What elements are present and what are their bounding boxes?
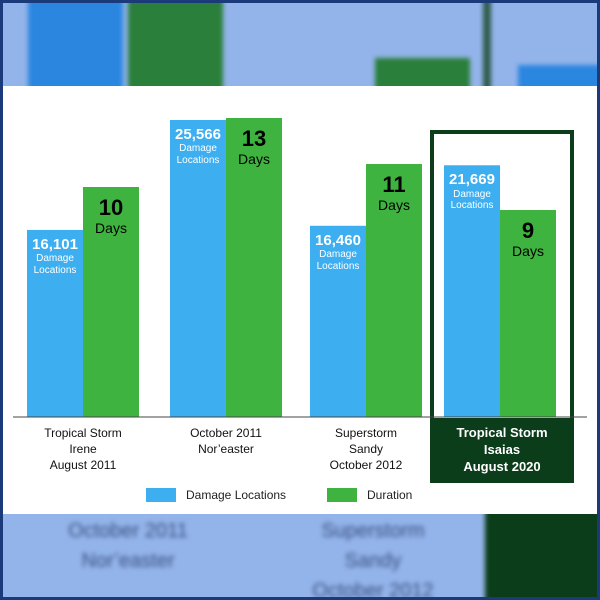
bg-label: October 2011 Nor’easter <box>53 516 203 576</box>
bg-highlight-box <box>485 508 597 597</box>
legend-item-duration: Duration <box>327 488 412 502</box>
damage-unit: Locations <box>33 264 77 276</box>
duration-data-label: 10 Days <box>83 195 139 236</box>
bg-label-line: October 2012 <box>312 580 434 597</box>
damage-data-label: 16,460 Damage Locations <box>310 232 366 272</box>
damage-data-label: 16,101 Damage Locations <box>27 236 83 276</box>
duration-value: 13 <box>241 126 267 151</box>
duration-unit: Days <box>378 197 410 214</box>
bg-label-line: Sandy <box>344 550 402 572</box>
damage-value: 16,101 <box>32 235 78 253</box>
bar-duration <box>83 187 139 417</box>
bg-green-bar <box>128 3 223 93</box>
x-axis-label: Tropical Storm Isaias August 2020 <box>430 420 574 483</box>
bg-label-line: Superstorm <box>321 520 425 542</box>
damage-unit: Locations <box>450 200 494 212</box>
x-axis-label-line: August 2011 <box>49 458 117 472</box>
legend-item-damage: Damage Locations <box>146 488 286 502</box>
duration-value: 9 <box>521 218 535 243</box>
duration-data-label: 11 Days <box>366 172 422 213</box>
bg-divider <box>483 3 491 93</box>
duration-unit: Days <box>238 151 270 168</box>
damage-unit: Damage <box>319 249 357 261</box>
x-axis-label-line: Superstorm <box>334 426 398 440</box>
bar-duration <box>500 210 556 417</box>
legend-swatch-blue <box>146 488 176 502</box>
bar-duration <box>366 164 422 417</box>
damage-unit: Damage <box>36 253 74 265</box>
x-axis-label: Superstorm Sandy October 2012 <box>290 425 442 473</box>
duration-value: 11 <box>382 172 406 197</box>
damage-unit: Damage <box>453 188 491 200</box>
duration-unit: Days <box>512 243 544 260</box>
x-axis-label-line: October 2011 <box>190 426 262 440</box>
damage-value: 25,566 <box>175 126 221 143</box>
duration-data-label: 13 Days <box>226 126 282 167</box>
bar-damage-locations <box>310 225 366 417</box>
x-axis-label-line: Tropical Storm <box>44 426 122 440</box>
bar-duration <box>226 118 282 417</box>
damage-value: 21,669 <box>449 171 495 189</box>
x-axis-label-line: Isaias <box>483 442 521 457</box>
damage-unit: Locations <box>316 260 360 272</box>
x-axis-label-line: August 2020 <box>463 459 541 474</box>
bg-label-line: October 2011 <box>68 520 188 542</box>
duration-value: 10 <box>98 195 124 220</box>
damage-data-label: 25,566 Damage Locations <box>170 126 226 166</box>
x-axis-label-line: October 2012 <box>329 458 403 472</box>
bar-damage-locations <box>170 120 226 417</box>
x-axis-label: October 2011 Nor’easter <box>150 425 302 457</box>
bg-label: Superstorm Sandy October 2012 <box>303 516 443 597</box>
damage-unit: Locations <box>176 154 220 166</box>
x-axis-label-line: Irene <box>69 442 97 456</box>
bar-damage-locations <box>27 229 83 417</box>
damage-value: 16,460 <box>315 231 361 249</box>
bar-chart <box>13 118 587 422</box>
bar-damage-locations <box>444 165 500 417</box>
legend-label: Damage Locations <box>186 488 287 502</box>
duration-data-label: 9 Days <box>500 218 556 259</box>
x-axis-label-line: Nor’easter <box>198 442 254 456</box>
damage-data-label: 21,669 Damage Locations <box>444 171 500 211</box>
legend-label: Duration <box>367 488 413 502</box>
x-axis-label-line: Tropical Storm <box>456 425 548 440</box>
duration-unit: Days <box>95 220 127 237</box>
damage-unit: Damage <box>179 143 217 155</box>
bg-label-line: Nor’easter <box>81 550 175 572</box>
x-axis-label-line: Sandy <box>348 442 384 456</box>
chart-panel: 16,101 Damage Locations 10 Days Tropical Stor… <box>3 86 597 514</box>
bg-blue-bar <box>28 3 123 93</box>
x-axis-label: Tropical Storm Irene August 2011 <box>7 425 159 473</box>
legend-swatch-green <box>327 488 357 502</box>
